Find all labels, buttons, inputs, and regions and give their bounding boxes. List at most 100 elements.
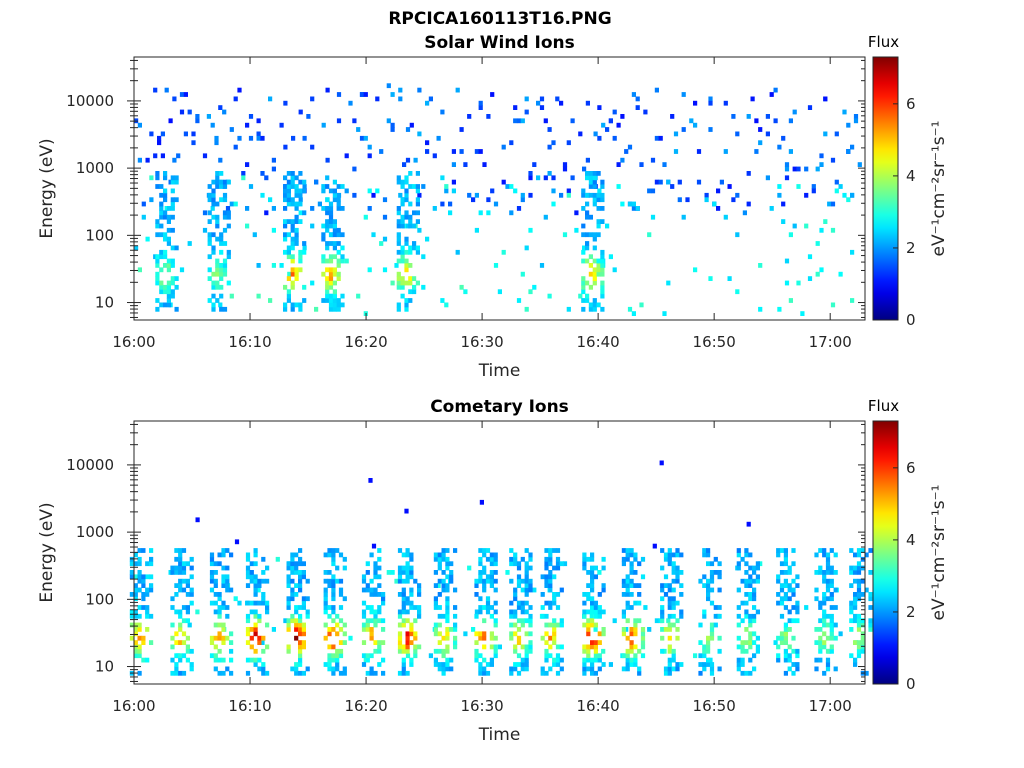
heatmap-cell: [159, 284, 164, 290]
heatmap-cell: [369, 627, 374, 632]
heatmap-cell: [185, 561, 190, 567]
heatmap-cell: [286, 605, 291, 610]
heatmap-cell: [528, 578, 533, 584]
heatmap-cell: [245, 657, 251, 663]
heatmap-cell: [829, 565, 834, 571]
heatmap-cell: [702, 574, 707, 580]
heatmap-cell: [706, 592, 711, 597]
heatmap-cell: [178, 565, 183, 571]
heatmap-cell: [381, 640, 386, 645]
heatmap-cell: [160, 153, 165, 159]
heatmap-cell: [432, 153, 437, 159]
heatmap-cell: [381, 592, 386, 597]
heatmap-cell: [709, 561, 715, 567]
heatmap-cell: [621, 583, 626, 588]
heatmap-cell: [660, 605, 665, 610]
heatmap-cell: [822, 596, 827, 602]
heatmap-cell: [698, 662, 703, 667]
heatmap-cell: [702, 666, 707, 672]
heatmap-cell: [784, 175, 790, 181]
heatmap-cell: [493, 570, 498, 575]
heatmap-cell: [301, 596, 306, 602]
heatmap-cell: [489, 570, 494, 575]
heatmap-cell: [755, 565, 760, 571]
heatmap-cell: [213, 570, 218, 575]
heatmap-cell: [868, 627, 873, 632]
heatmap-cell: [166, 280, 171, 286]
heatmap-cell: [592, 298, 597, 303]
heatmap-cell: [566, 306, 571, 312]
heatmap-cell: [548, 635, 553, 641]
heatmap-cell: [467, 114, 472, 119]
heatmap-cell: [791, 662, 796, 667]
heatmap-cell: [290, 561, 295, 567]
heatmap-cell: [755, 578, 760, 584]
heatmap-cell: [744, 648, 749, 654]
heatmap-cell: [163, 171, 168, 176]
heatmap-cell: [226, 214, 231, 220]
heatmap-cell: [133, 561, 138, 567]
heatmap-cell: [133, 609, 138, 615]
heatmap-cell: [401, 600, 406, 606]
heatmap-cell: [294, 622, 299, 628]
heatmap-cell: [283, 100, 288, 106]
heatmap-cell: [596, 192, 601, 198]
heatmap-cell: [830, 302, 836, 308]
heatmap-cell: [405, 157, 411, 163]
heatmap-cell: [698, 640, 703, 645]
heatmap-cell: [586, 631, 591, 637]
heatmap-cell: [830, 227, 836, 233]
heatmap-cell: [453, 627, 458, 632]
heatmap-cell: [783, 596, 788, 602]
heatmap-cell: [332, 232, 337, 238]
heatmap-cell: [860, 648, 865, 654]
heatmap-cell: [305, 666, 310, 672]
heatmap-cell: [528, 648, 533, 654]
heatmap-cell: [141, 596, 146, 602]
heatmap-cell: [209, 635, 215, 641]
heatmap-cell: [717, 648, 722, 654]
heatmap-cell: [592, 179, 597, 185]
heatmap-cell: [660, 627, 665, 632]
heatmap-cell: [822, 640, 827, 645]
heatmap-cell: [868, 570, 873, 575]
heatmap-cell: [717, 613, 722, 619]
heatmap-cell: [524, 666, 529, 672]
heatmap-cell: [727, 184, 732, 189]
heatmap-cell: [834, 188, 839, 194]
heatmap-cell: [261, 596, 266, 602]
heatmap-cell: [336, 276, 341, 281]
heatmap-cell: [590, 666, 595, 672]
heatmap-cell: [415, 280, 420, 286]
heatmap-cell: [478, 100, 483, 106]
heatmap-cell: [290, 223, 295, 229]
heatmap-cell: [249, 635, 254, 641]
heatmap-cell: [215, 223, 220, 229]
heatmap-cell: [170, 644, 175, 650]
heatmap-cell: [588, 263, 593, 268]
heatmap-cell: [298, 622, 303, 628]
heatmap-cell: [552, 618, 557, 624]
heatmap-cell: [301, 640, 306, 645]
heatmap-cell: [453, 622, 458, 628]
heatmap-cell: [331, 574, 336, 580]
heatmap-cell: [327, 605, 332, 610]
heatmap-cell: [340, 184, 345, 189]
heatmap-cell: [405, 609, 410, 615]
heatmap-cell: [822, 552, 827, 558]
heatmap-cell: [298, 267, 303, 273]
heatmap-cell: [818, 600, 823, 606]
heatmap-cell: [405, 640, 410, 645]
heatmap-cell: [415, 245, 420, 251]
heatmap-cell: [207, 236, 212, 242]
heatmap-cell: [141, 592, 146, 597]
heatmap-cell: [294, 561, 299, 567]
heatmap-cell: [547, 171, 552, 176]
x-tick-label: 16:00: [112, 697, 155, 715]
heatmap-cell: [409, 570, 414, 575]
heatmap-cell: [302, 210, 307, 216]
heatmap-cell: [363, 92, 368, 97]
heatmap-cell: [463, 631, 468, 637]
heatmap-cell: [323, 635, 328, 641]
heatmap-cell: [245, 574, 251, 580]
